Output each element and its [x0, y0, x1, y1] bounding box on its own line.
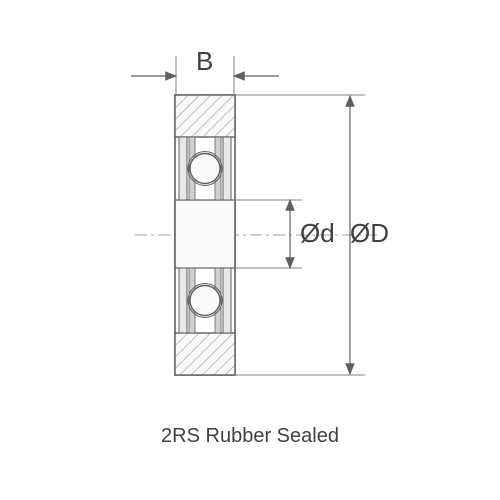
diagram-container: B ØD Ød 2RS Rubber Sealed: [0, 0, 500, 500]
svg-text:ØD: ØD: [350, 218, 389, 248]
svg-text:Ød: Ød: [300, 218, 335, 248]
diagram-caption: 2RS Rubber Sealed: [0, 425, 500, 448]
svg-text:B: B: [196, 46, 213, 76]
